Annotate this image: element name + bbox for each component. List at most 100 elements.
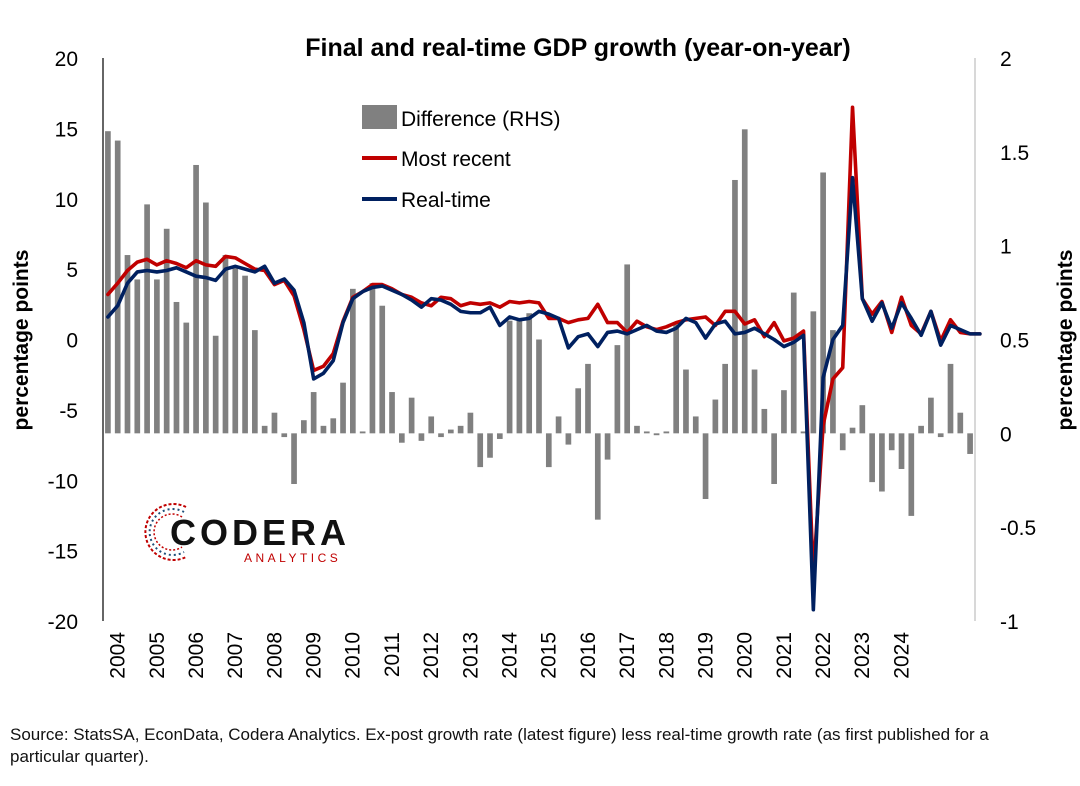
right-tick-label: 1.5 bbox=[1000, 142, 1029, 165]
y-axis-label-left: percentage points bbox=[10, 250, 33, 431]
growth-lines bbox=[106, 105, 982, 612]
difference-bar bbox=[330, 418, 337, 434]
difference-bar bbox=[124, 255, 131, 434]
difference-bar bbox=[673, 324, 680, 434]
chart: Final and real-time GDP growth (year-on-… bbox=[10, 34, 1077, 679]
difference-bar bbox=[879, 433, 885, 492]
difference-bar bbox=[790, 292, 797, 434]
difference-bar bbox=[477, 433, 484, 468]
difference-bar bbox=[232, 268, 239, 434]
x-tick-label: 2005 bbox=[146, 632, 169, 679]
legend-swatch-difference bbox=[362, 105, 397, 129]
difference-bar bbox=[957, 412, 964, 434]
difference-bar bbox=[183, 322, 190, 434]
chart-title: Final and real-time GDP growth (year-on-… bbox=[305, 34, 850, 62]
x-tick-label: 2006 bbox=[185, 632, 208, 679]
difference-bars bbox=[105, 129, 973, 520]
right-tick-label: 0 bbox=[1000, 423, 1012, 446]
left-tick-label: 15 bbox=[55, 118, 78, 141]
difference-bar bbox=[604, 433, 611, 460]
difference-bar bbox=[350, 288, 356, 434]
difference-bar bbox=[340, 382, 346, 434]
difference-bar bbox=[467, 412, 474, 434]
difference-bar bbox=[928, 397, 934, 434]
difference-bar bbox=[594, 433, 601, 520]
difference-bar bbox=[203, 202, 209, 434]
difference-bar bbox=[212, 335, 219, 434]
difference-bar bbox=[506, 320, 513, 434]
left-tick-label: -15 bbox=[48, 541, 78, 564]
difference-bar bbox=[359, 431, 366, 434]
most-recent-line bbox=[106, 105, 982, 578]
difference-bar bbox=[428, 416, 435, 434]
left-tick-label: 20 bbox=[55, 48, 78, 71]
difference-bar bbox=[369, 283, 376, 434]
difference-bar bbox=[781, 390, 787, 434]
difference-bar bbox=[271, 412, 278, 434]
legend: Difference (RHS) Most recent Real-time bbox=[362, 105, 561, 212]
left-tick-label: -5 bbox=[59, 400, 78, 423]
x-tick-label: 2018 bbox=[655, 632, 678, 679]
x-tick-label: 2009 bbox=[303, 632, 326, 679]
difference-bar bbox=[810, 311, 817, 434]
difference-bar bbox=[653, 433, 660, 436]
left-tick-label: -10 bbox=[48, 470, 78, 493]
difference-bar bbox=[447, 429, 454, 434]
difference-bar bbox=[134, 279, 141, 434]
difference-bar bbox=[859, 405, 866, 434]
left-axis-ticks: 20 15 10 5 0 -5 -10 -15 -20 bbox=[48, 48, 78, 634]
difference-bar bbox=[663, 431, 670, 434]
y-axis-label-right: percentage points bbox=[1054, 250, 1077, 431]
difference-bar bbox=[555, 416, 562, 434]
x-tick-label: 2013 bbox=[459, 632, 482, 679]
difference-bar bbox=[408, 397, 415, 434]
codera-logo-subtitle: ANALYTICS bbox=[244, 551, 341, 565]
difference-bar bbox=[418, 433, 425, 441]
codera-logo: CODERA ANALYTICS bbox=[144, 503, 346, 565]
difference-bar bbox=[692, 416, 699, 434]
difference-bar bbox=[839, 433, 846, 451]
difference-bar bbox=[144, 204, 150, 434]
difference-bar bbox=[545, 433, 552, 468]
difference-bar bbox=[800, 431, 807, 434]
right-tick-label: 2 bbox=[1000, 48, 1012, 71]
x-tick-label: 2010 bbox=[342, 632, 365, 679]
right-tick-label: -0.5 bbox=[1000, 517, 1036, 540]
difference-bar bbox=[281, 433, 288, 438]
x-tick-label: 2023 bbox=[851, 632, 874, 679]
difference-bar bbox=[614, 345, 621, 434]
difference-bar bbox=[712, 399, 719, 434]
source-footnote: Source: StatsSA, EconData, Codera Analyt… bbox=[10, 725, 989, 766]
difference-bar bbox=[683, 369, 689, 434]
x-tick-label: 2020 bbox=[734, 632, 757, 679]
x-axis-labels: 2004 2005 2006 2007 2008 2009 2010 2011 2012 2013… bbox=[107, 632, 914, 679]
difference-bar bbox=[888, 433, 895, 451]
difference-bar bbox=[771, 433, 777, 484]
x-tick-label: 2017 bbox=[616, 632, 639, 679]
legend-label-real-time: Real-time bbox=[401, 189, 491, 212]
legend-label-most-recent: Most recent bbox=[401, 148, 511, 171]
difference-bar bbox=[732, 179, 738, 434]
difference-bar bbox=[301, 420, 307, 434]
difference-bar bbox=[163, 228, 170, 434]
difference-bar bbox=[457, 425, 464, 434]
difference-bar bbox=[105, 131, 111, 434]
difference-bar bbox=[937, 433, 944, 438]
difference-bar bbox=[643, 431, 650, 434]
difference-bar bbox=[193, 164, 199, 434]
difference-bar bbox=[222, 255, 229, 434]
x-tick-label: 2008 bbox=[263, 632, 286, 679]
difference-bar bbox=[624, 264, 631, 434]
difference-bar bbox=[849, 427, 856, 434]
x-tick-label: 2011 bbox=[381, 632, 404, 677]
right-axis-ticks: 2 1.5 1 0.5 0 -0.5 -1 bbox=[1000, 48, 1036, 634]
x-tick-label: 2019 bbox=[695, 632, 718, 679]
difference-bar bbox=[575, 388, 582, 434]
difference-bar bbox=[908, 433, 915, 516]
difference-bar bbox=[702, 433, 709, 500]
difference-bar bbox=[967, 433, 973, 454]
difference-bar bbox=[496, 433, 503, 439]
left-tick-label: -20 bbox=[48, 611, 78, 634]
legend-label-difference: Difference (RHS) bbox=[401, 108, 561, 131]
difference-bar bbox=[310, 392, 317, 434]
